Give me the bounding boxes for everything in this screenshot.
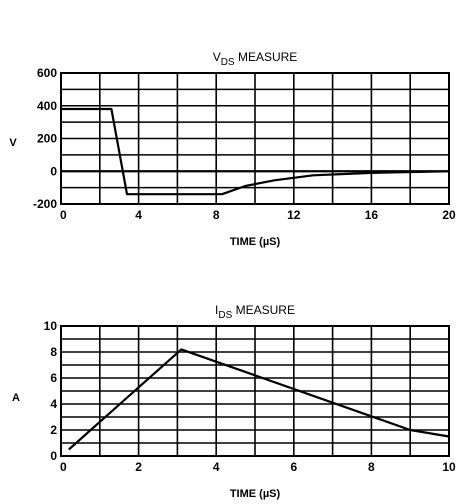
ids-title-suffix: MEASURE: [232, 303, 295, 317]
ids-x-tick-label: 8: [368, 460, 375, 474]
ids-x-tick-label: 6: [290, 460, 297, 474]
ids-y-tick-label: 2: [50, 423, 57, 437]
vds-plot-frame: [60, 72, 450, 205]
ids-x-tick-labels: 0 2 4 6 8 10: [60, 460, 456, 474]
ids-y-tick-labels: 0 2 4 6 8 10: [44, 319, 58, 463]
ids-chart-title: IDS MEASURE: [215, 303, 295, 321]
vds-x-tick-label: 4: [135, 208, 142, 222]
vds-y-tick-label: 600: [37, 66, 57, 80]
vds-y-tick-label: 400: [37, 99, 57, 113]
vds-y-tick-label: -200: [33, 197, 57, 211]
ids-x-axis-label: TIME (µS): [230, 488, 281, 500]
vds-x-tick-label: 8: [213, 208, 220, 222]
ids-y-axis-label: A: [12, 392, 20, 404]
vds-y-tick-labels: -200 0 200 400 600: [33, 66, 57, 211]
ids-plot-frame: [60, 325, 450, 457]
vds-x-tick-labels: 0 4 8 12 16 20: [60, 208, 456, 222]
ids-x-tick-label: 4: [213, 460, 220, 474]
vds-x-axis-label: TIME (µS): [230, 236, 281, 248]
vds-x-tick-label: 16: [365, 208, 379, 222]
ids-trace: [68, 348, 450, 451]
ids-y-tick-label: 10: [44, 319, 58, 333]
vds-title-suffix: MEASURE: [235, 50, 298, 64]
ids-y-tick-label: 6: [50, 371, 57, 385]
ids-chart: IDS MEASURE A TIME (µS) 0 2 4 6 8 10 0 2 4 6 8 10: [12, 303, 456, 500]
vds-x-tick-label: 20: [442, 208, 456, 222]
ids-title-subscript: DS: [218, 310, 232, 321]
vds-x-tick-label: 0: [60, 208, 67, 222]
ids-y-tick-label: 4: [50, 397, 57, 411]
vds-y-tick-label: 200: [37, 132, 57, 146]
vds-x-tick-label: 12: [287, 208, 301, 222]
ids-x-tick-label: 2: [135, 460, 142, 474]
vds-trace: [61, 107, 450, 196]
vds-y-axis-label: V: [9, 137, 17, 149]
ids-x-tick-label: 10: [442, 460, 456, 474]
vds-chart-title: VDS MEASURE: [213, 50, 298, 68]
vds-y-tick-label: 0: [50, 164, 57, 178]
ids-grid: [61, 326, 449, 456]
ids-y-tick-label: 0: [50, 449, 57, 463]
ids-y-tick-label: 8: [50, 345, 57, 359]
ids-x-tick-label: 0: [60, 460, 67, 474]
vds-title-subscript: DS: [221, 57, 235, 68]
